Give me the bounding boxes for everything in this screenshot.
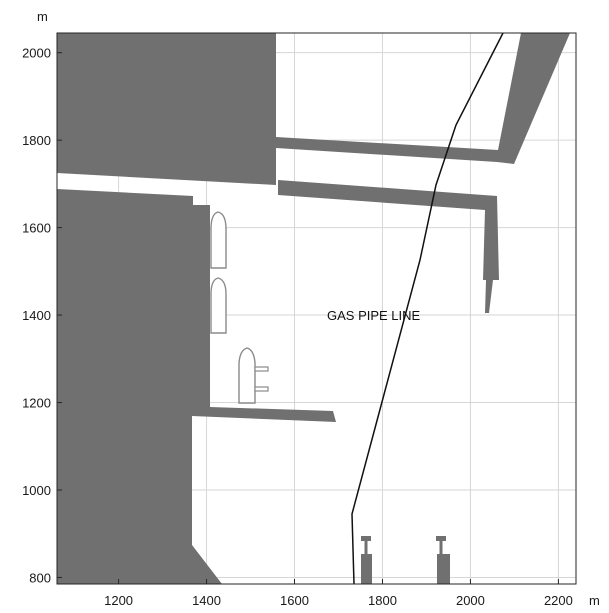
x-tick-label: 1400 (192, 593, 221, 608)
jetty-2 (437, 554, 450, 584)
x-tick-label: 2200 (544, 593, 573, 608)
north-breakwater (276, 33, 570, 164)
jetty-1 (361, 554, 372, 584)
x-tick-label: 1600 (280, 593, 309, 608)
north-pier (278, 180, 499, 313)
jetty-post-1 (364, 538, 368, 554)
land-areas (57, 33, 570, 584)
y-unit-label: m (37, 9, 48, 24)
jetty-head-1 (361, 536, 371, 541)
ship-1 (210, 211, 227, 269)
x-unit-label: m (589, 593, 600, 608)
west-quay-land (57, 189, 336, 432)
x-tick-label: 2000 (456, 593, 485, 608)
ship-2 (210, 277, 227, 334)
y-tick-label: 1200 (22, 396, 51, 411)
jetty-head-2 (436, 536, 446, 541)
x-tick-label: 1200 (104, 593, 133, 608)
y-tick-label: 1600 (22, 221, 51, 236)
y-tick-label: 1800 (22, 133, 51, 148)
axis-ticks: 1200 1400 1600 1800 2000 2200 800 1000 1200 1400 1… (22, 46, 573, 608)
plot-frame (56, 32, 577, 585)
north-land-block (57, 33, 276, 185)
y-tick-label: 1400 (22, 308, 51, 323)
mooring-arm-1 (254, 366, 269, 372)
jetty-post-2 (439, 538, 443, 554)
y-tick-label: 800 (29, 570, 51, 585)
moored-ships (210, 211, 269, 404)
mooring-arm-2 (254, 386, 269, 392)
y-tick-label: 1000 (22, 483, 51, 498)
pipeline-label: GAS PIPE LINE (327, 308, 421, 323)
southwest-land (57, 424, 222, 584)
pipeline-route (351, 32, 504, 585)
x-tick-label: 1800 (368, 593, 397, 608)
ship-3 (238, 347, 256, 404)
gas-pipeline (351, 32, 504, 585)
y-tick-label: 2000 (22, 46, 51, 61)
